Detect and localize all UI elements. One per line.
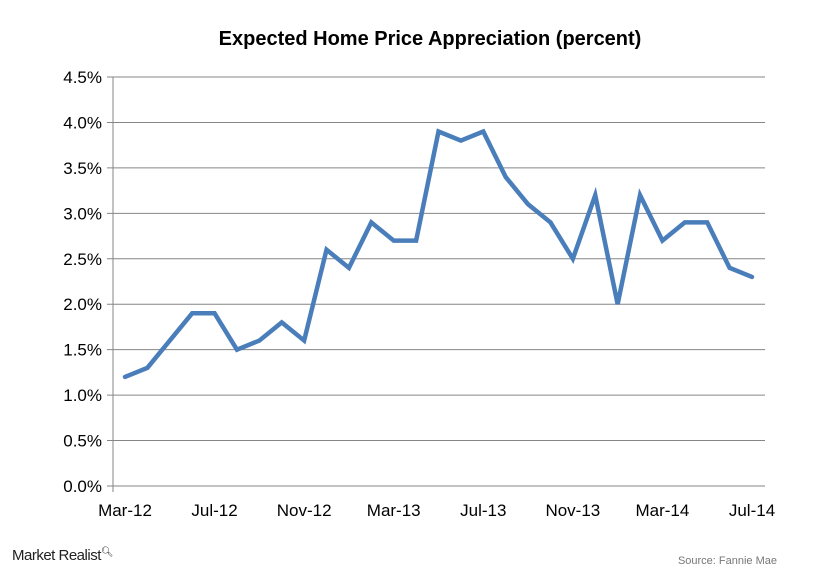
- y-tick-label: 3.5%: [63, 159, 102, 178]
- y-tick-label: 1.5%: [63, 341, 102, 360]
- market-realist-logo: Market Realist🔍︎: [12, 547, 114, 564]
- magnifier-icon: 🔍︎: [100, 547, 114, 558]
- source-note: Source: Fannie Mae: [677, 555, 777, 567]
- x-tick-label: Nov-12: [277, 501, 332, 520]
- y-tick-label: 1.0%: [63, 386, 102, 405]
- x-tick-label: Mar-14: [635, 501, 689, 520]
- x-tick-label: Jul-14: [729, 501, 775, 520]
- x-tick-label: Nov-13: [545, 501, 600, 520]
- logo-text: Market Realist: [12, 547, 101, 564]
- chart-title: Expected Home Price Appreciation (percen…: [218, 28, 642, 50]
- y-tick-label: 0.0%: [63, 477, 102, 496]
- y-tick-label: 2.5%: [63, 250, 102, 269]
- x-tick-label: Jul-13: [460, 501, 506, 520]
- y-tick-label: 2.0%: [63, 295, 102, 314]
- y-tick-label: 4.5%: [63, 68, 102, 87]
- y-tick-label: 0.5%: [63, 432, 102, 451]
- x-tick-label: Jul-12: [191, 501, 237, 520]
- y-tick-label: 4.0%: [63, 113, 102, 132]
- x-tick-label: Mar-12: [98, 501, 152, 520]
- x-tick-label: Mar-13: [367, 501, 421, 520]
- y-tick-label: 3.0%: [63, 204, 102, 223]
